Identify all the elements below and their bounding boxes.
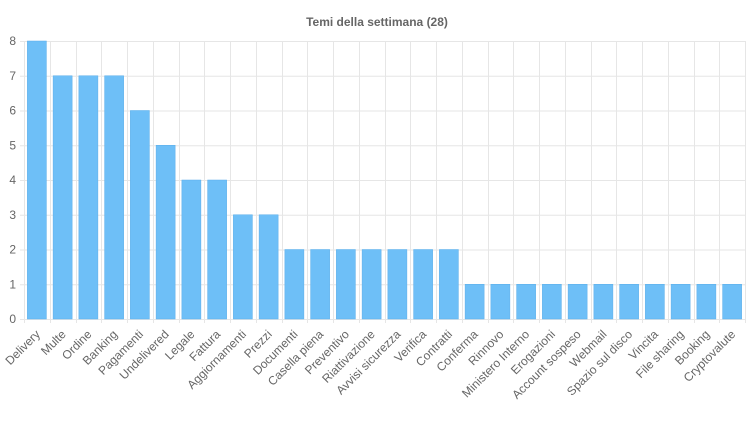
bar[interactable] xyxy=(284,249,305,320)
gridlines xyxy=(20,41,746,323)
bar[interactable] xyxy=(439,249,459,320)
bars xyxy=(27,40,742,320)
bar[interactable] xyxy=(516,284,536,320)
bar[interactable] xyxy=(645,284,665,320)
y-tick-label: 5 xyxy=(9,138,16,152)
bar[interactable] xyxy=(310,249,330,320)
y-axis-ticks: 0 1 2 3 4 5 6 7 8 xyxy=(9,34,16,326)
bar[interactable] xyxy=(361,249,382,320)
bar[interactable] xyxy=(722,284,742,320)
bar[interactable] xyxy=(258,214,279,320)
y-tick-label: 2 xyxy=(9,243,16,257)
y-tick-label: 8 xyxy=(9,34,16,48)
bar[interactable] xyxy=(696,284,717,320)
bar[interactable] xyxy=(181,179,202,320)
y-tick-label: 4 xyxy=(9,173,16,187)
bar[interactable] xyxy=(336,249,356,320)
bar[interactable] xyxy=(78,75,99,320)
bar[interactable] xyxy=(542,284,562,320)
y-tick-label: 7 xyxy=(9,69,16,83)
x-tick-label: Delivery xyxy=(2,327,43,368)
bar[interactable] xyxy=(670,284,691,320)
bar[interactable] xyxy=(387,249,408,320)
bar[interactable] xyxy=(413,249,433,320)
bar[interactable] xyxy=(104,75,124,320)
bar[interactable] xyxy=(130,110,150,320)
y-tick-label: 0 xyxy=(9,312,16,326)
bar[interactable] xyxy=(233,214,253,320)
y-tick-label: 1 xyxy=(9,277,16,291)
bar[interactable] xyxy=(155,145,176,320)
bar[interactable] xyxy=(27,40,47,320)
bar[interactable] xyxy=(593,284,614,320)
y-tick-label: 3 xyxy=(9,208,16,222)
bar[interactable] xyxy=(567,284,588,320)
chart-title: Temi della settimana (28) xyxy=(306,15,448,29)
bar[interactable] xyxy=(52,75,73,320)
y-tick-label: 6 xyxy=(9,104,16,118)
x-axis-ticks: DeliveryMulteOrdineBankingPagamentiUndel… xyxy=(2,327,738,402)
bar[interactable] xyxy=(619,284,639,320)
bar[interactable] xyxy=(464,284,485,320)
bar[interactable] xyxy=(490,284,511,320)
bar[interactable] xyxy=(207,179,227,320)
